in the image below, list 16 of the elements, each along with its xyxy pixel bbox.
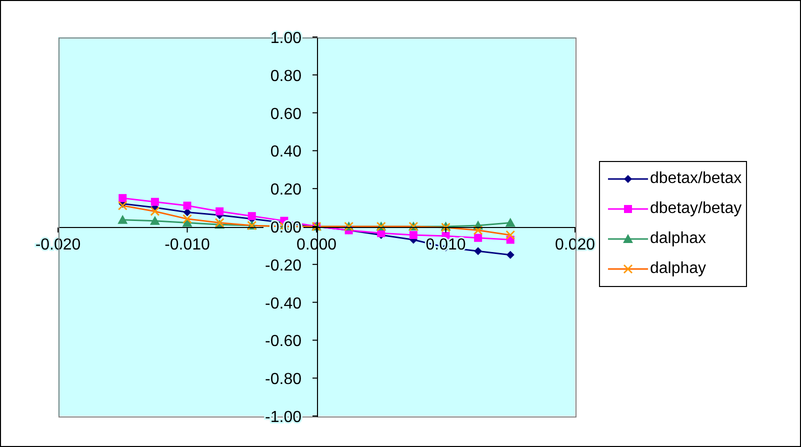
y-tick-label: -1.00 — [265, 409, 302, 426]
legend-label: dalphay — [650, 260, 706, 278]
x-tick-label: -0.010 — [164, 236, 210, 254]
y-tick-label: -0.80 — [265, 371, 302, 388]
y-tick-label: -0.40 — [265, 295, 302, 312]
legend-label: dbetax/betax — [650, 170, 742, 188]
y-tick-label: 0.40 — [270, 144, 302, 161]
legend-label: dalphax — [650, 230, 706, 248]
y-tick-label: 0.60 — [270, 106, 302, 123]
y-tick-label: -0.20 — [265, 257, 302, 274]
y-tick-label: 0.80 — [270, 68, 302, 85]
x-tick-label: -0.020 — [35, 236, 81, 254]
legend-label: dbetay/betay — [650, 200, 742, 218]
y-tick-label: 0.20 — [270, 182, 302, 199]
y-tick-label: -0.60 — [265, 333, 302, 350]
y-tick-label: 1.00 — [270, 30, 302, 47]
